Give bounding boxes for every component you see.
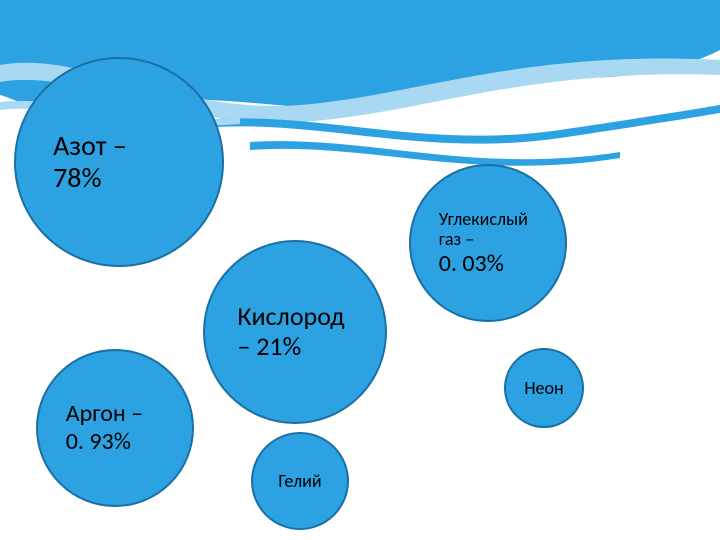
gas-label-line1-neon: Неон	[524, 378, 563, 399]
gas-label-nitrogen: Азот –78%	[16, 130, 147, 194]
gas-label-oxygen: Кислород– 21%	[205, 302, 363, 362]
gas-label-line1-helium: Гелий	[278, 471, 321, 492]
gas-circle-nitrogen: Азот –78%	[14, 57, 224, 267]
gas-label-line1-oxygen: Кислород	[237, 302, 344, 332]
gas-label-line1-nitrogen: Азот –	[53, 130, 127, 162]
wave-wisp-2	[250, 141, 620, 166]
gas-label-line2-oxygen: – 21%	[237, 332, 344, 362]
gas-circle-argon: Аргон –0. 93%	[36, 349, 194, 507]
gas-label-line1-argon: Аргон –	[66, 400, 143, 428]
gas-label-argon: Аргон –0. 93%	[38, 400, 159, 455]
gas-circle-helium: Гелий	[251, 432, 349, 530]
gas-circle-neon: Неон	[504, 348, 584, 428]
gas-label-co2: Углекислый газ –0. 03%	[411, 209, 565, 278]
gas-label-line2-co2: 0. 03%	[439, 250, 550, 278]
gas-circle-co2: Углекислый газ –0. 03%	[409, 164, 567, 322]
gas-label-line2-argon: 0. 93%	[66, 428, 143, 456]
gas-label-helium: Гелий	[278, 471, 321, 492]
gas-label-line1-co2: Углекислый газ –	[439, 209, 550, 250]
gas-circle-oxygen: Кислород– 21%	[203, 240, 387, 424]
gas-label-neon: Неон	[524, 378, 563, 399]
gas-label-line2-nitrogen: 78%	[53, 162, 127, 194]
